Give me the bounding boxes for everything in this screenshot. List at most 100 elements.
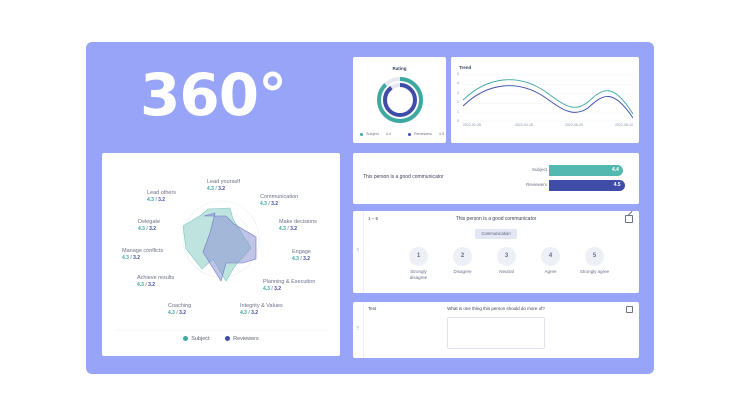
likert-option-label: Disagree xyxy=(453,269,472,274)
subject-score: 4.3 xyxy=(207,186,214,192)
radar-chart xyxy=(116,200,328,331)
score-separator: / xyxy=(143,282,149,288)
subject-score: 4.3 xyxy=(260,201,267,207)
radar-axis-name: Coaching xyxy=(168,303,192,309)
edit-icon[interactable] xyxy=(625,210,633,223)
radar-label: Delegate 4.3 / 3.2 xyxy=(138,219,160,232)
subject-ring xyxy=(377,77,423,123)
subject-score: 4.3 xyxy=(168,310,175,316)
radar-axis-name: Delegate xyxy=(138,219,161,225)
reviewers-score: 3.2 xyxy=(303,256,311,262)
rating-donut xyxy=(377,77,423,123)
bars-subject-label: Subject xyxy=(531,167,547,172)
likert-option-3[interactable]: 3 xyxy=(497,247,516,266)
trend-y-tick: 1 xyxy=(457,109,459,114)
likert-option-label: Strongly disagree xyxy=(409,269,428,280)
reviewers-score: 3.2 xyxy=(148,282,156,288)
reviewers-ring xyxy=(383,83,417,117)
likert-option-1[interactable]: 1 xyxy=(409,247,428,266)
legend-subject: Subject xyxy=(191,336,210,342)
subject-score: 4.3 xyxy=(292,256,299,262)
subject-score: 4.3 xyxy=(240,310,247,316)
trend-y-tick: 4 xyxy=(457,81,459,86)
scale-label: 1 – 5 xyxy=(368,216,379,221)
reviewers-score: 3.2 xyxy=(218,186,226,192)
reviewers-score: 3.2 xyxy=(133,255,141,261)
rating-subject-label: Subject xyxy=(366,132,379,136)
radar-legend: Subject Reviewers xyxy=(102,336,340,342)
trend-x-tick: 2022-08-10 xyxy=(615,123,633,127)
likert-option-label: Strongly agree xyxy=(579,269,610,274)
reviewers-score: 3.2 xyxy=(290,226,298,232)
edit-icon[interactable] xyxy=(626,306,633,313)
hero-title: 360° xyxy=(140,61,287,129)
drag-handle-column xyxy=(353,302,364,358)
drag-handle-icon[interactable]: ⠿ xyxy=(356,248,360,254)
likert-option-5[interactable]: 5 xyxy=(585,247,604,266)
radar-axis-name: Planning & Execution xyxy=(263,279,316,285)
communicator-bars-card: This person is a good communicator Subje… xyxy=(353,153,639,204)
reviewers-score: 3.2 xyxy=(251,310,259,316)
score-separator: / xyxy=(246,310,252,316)
radar-label: Achieve results 4.3 / 3.2 xyxy=(137,275,174,288)
reviewers-legend-dot xyxy=(225,336,231,342)
trend-y-tick: 2 xyxy=(457,100,459,105)
rating-card: Rating Subject 4.4 Reviewers 4.5 xyxy=(353,57,446,143)
trend-y-tick: 0 xyxy=(457,119,459,123)
subject-dot xyxy=(360,132,363,136)
bars-reviewers-label: Reviewers xyxy=(525,182,547,187)
radar-axis-score: 4.3 / 3.2 xyxy=(122,255,163,261)
radar-axis-score: 4.3 / 3.2 xyxy=(292,256,311,262)
radar-label: Engage 4.3 / 3.2 xyxy=(292,249,311,262)
trend-x-tick: 2022-04-18 xyxy=(515,123,533,127)
trend-x-tick: 2022-02-28 xyxy=(463,123,481,127)
trend-card: Trend 5 4 3 2 1 0 2022-02-28 2022-04-18 2022-06… xyxy=(451,57,639,143)
reviewers-score: 3.2 xyxy=(149,226,157,232)
radar-label: Communication 4.3 / 3.2 xyxy=(260,194,298,207)
trend-y-tick: 3 xyxy=(457,90,459,95)
radar-axis-name: Lead others xyxy=(147,190,177,196)
score-separator: / xyxy=(213,186,219,192)
drag-handle-column xyxy=(353,211,364,293)
drag-handle-icon[interactable]: ⠿ xyxy=(356,326,360,332)
text-question-card[interactable]: ⠿ Text What is one thing this person sho… xyxy=(353,302,639,358)
subject-bar: 4.4 xyxy=(549,165,623,176)
radar-axis-name: Lead yourself xyxy=(207,179,241,185)
subject-legend-dot xyxy=(183,336,189,342)
subject-score: 4.3 xyxy=(138,226,145,232)
radar-label: Planning & Execution 4.3 / 3.2 xyxy=(263,279,315,292)
radar-label: Make decisions 4.3 / 3.2 xyxy=(279,219,317,232)
radar-axis-name: Communication xyxy=(260,194,299,200)
reviewers-score: 3.2 xyxy=(271,201,279,207)
radar-axis-score: 4.3 / 3.2 xyxy=(263,286,315,292)
score-separator: / xyxy=(266,201,272,207)
reviewers-score: 3.2 xyxy=(179,310,187,316)
rating-title: Rating xyxy=(392,66,407,71)
radar-axis-score: 4.3 / 3.2 xyxy=(240,310,283,316)
answer-textarea[interactable] xyxy=(447,317,545,349)
subject-bar-value: 4.4 xyxy=(611,167,619,173)
reviewers-trend-line xyxy=(463,85,633,119)
radar-label: Coaching 4.3 / 3.2 xyxy=(168,303,191,316)
score-separator: / xyxy=(174,310,180,316)
reviewers-score: 3.2 xyxy=(274,286,282,292)
radar-axis-name: Engage xyxy=(292,249,311,255)
radar-axis-score: 4.3 / 3.2 xyxy=(260,201,298,207)
score-separator: / xyxy=(269,286,275,292)
subject-score: 4.3 xyxy=(137,282,144,288)
rating-legend: Subject 4.4 Reviewers 4.5 xyxy=(360,132,444,136)
radar-axis-name: Integrity & Values xyxy=(240,303,283,309)
likert-question-card[interactable]: ⠿ 1 – 5 This person is a good communicat… xyxy=(353,210,639,293)
likert-option-4[interactable]: 4 xyxy=(541,247,560,266)
score-separator: / xyxy=(144,226,150,232)
score-separator: / xyxy=(128,255,134,261)
subject-score: 4.3 xyxy=(122,255,129,261)
likert-question: This person is a good communicator xyxy=(455,216,537,222)
likert-option-2[interactable]: 2 xyxy=(453,247,472,266)
radar-axis-score: 4.3 / 3.2 xyxy=(168,310,191,316)
radar-card: Lead yourself 4.3 / 3.2 Communication 4.3 /… xyxy=(102,153,340,356)
trend-chart xyxy=(463,74,633,122)
radar-label: Lead yourself 4.3 / 3.2 xyxy=(207,179,240,192)
radar-axis-score: 4.3 / 3.2 xyxy=(279,226,317,232)
radar-axis-name: Achieve results xyxy=(137,275,175,281)
